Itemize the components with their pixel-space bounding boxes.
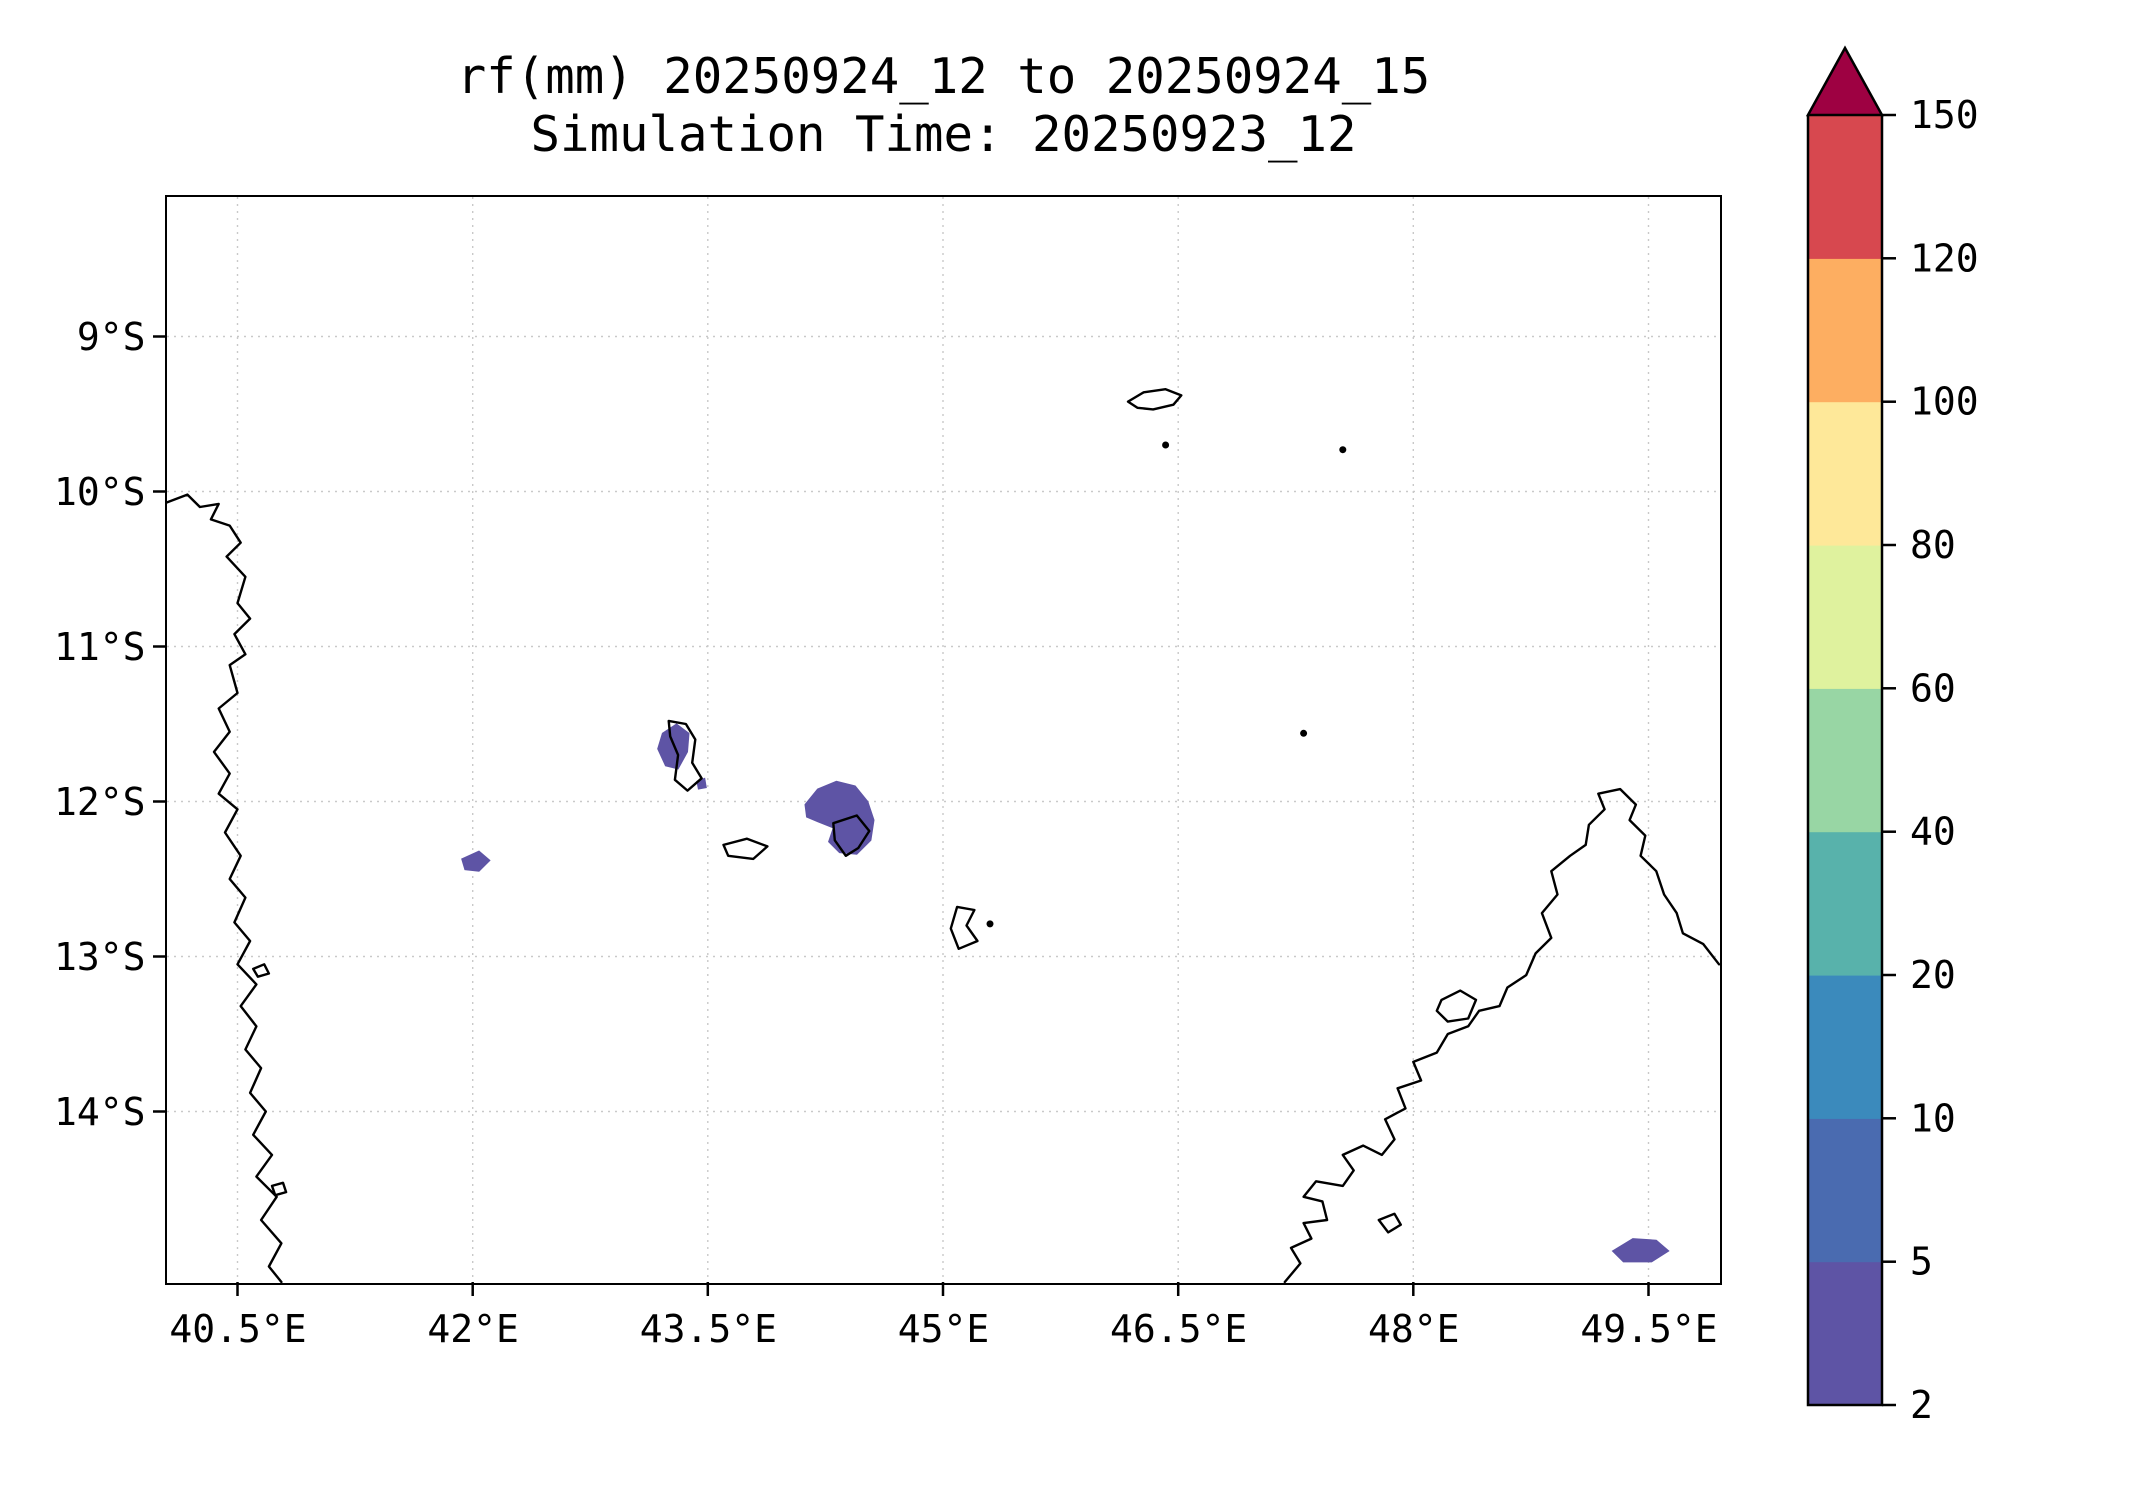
coastline-africa-coastal-islet-north [252, 963, 271, 978]
colorbar-segment [1808, 1118, 1882, 1263]
plot-subtitle: Simulation Time: 20250923_12 [530, 106, 1357, 163]
colorbar-tick-label: 150 [1910, 93, 1979, 137]
y-tick-label: 12°S [53, 780, 146, 824]
colorbar-segment [1808, 115, 1882, 259]
small-island-dot [1300, 729, 1308, 737]
x-tick-label: 43.5°E [639, 1306, 777, 1351]
colorbar-segment [1808, 975, 1882, 1119]
small-island-dot [1339, 446, 1347, 454]
colorbar-tick-label: 60 [1910, 666, 1956, 710]
coastline-madagascar-west-islet [1377, 1212, 1402, 1234]
rain-patch-anjouan [804, 780, 875, 855]
map-plot-area [153, 195, 1722, 1296]
colorbar-segment [1808, 545, 1882, 689]
colorbar-tick-label: 100 [1910, 380, 1979, 424]
plot-title: rf(mm) 20250924_12 to 20250924_15 [456, 48, 1431, 105]
rain-patch-madagascar-northeast-coast [1611, 1238, 1670, 1263]
coastline-grande-comore-island [667, 719, 703, 792]
colorbar-tick-label: 2 [1910, 1383, 1933, 1427]
small-island-dot [986, 920, 994, 928]
y-tick-label: 13°S [53, 935, 146, 979]
colorbar-tick-label: 120 [1910, 236, 1979, 280]
coastline-africa-coastal-islet-south [270, 1181, 288, 1197]
rain-patch-west-42E [461, 850, 491, 872]
x-tick-label: 45°E [897, 1306, 990, 1351]
colorbar-segment [1808, 401, 1882, 546]
small-island-dot [1162, 441, 1170, 449]
coastline-africa-mainland [165, 493, 283, 1284]
x-tick-label: 49.5°E [1580, 1306, 1718, 1351]
colorbar-segment [1808, 1261, 1882, 1406]
x-tick-label: 42°E [427, 1306, 519, 1351]
colorbar-tick-label: 20 [1910, 953, 1956, 997]
colorbar-segment [1808, 688, 1882, 833]
colorbar-outline [1806, 115, 1884, 1407]
colorbar-tick-label: 80 [1910, 523, 1956, 567]
coastline-nosy-be [1435, 989, 1478, 1023]
map-canvas [153, 197, 1721, 1296]
colorbar: 2 5 10 20 40 60 80 100 120 150 [1805, 45, 1979, 1427]
colorbar-segment [1808, 258, 1882, 403]
colorbar-tick-label: 5 [1910, 1240, 1933, 1284]
colorbar-tick-label: 10 [1910, 1096, 1956, 1140]
coastline-mayotte-island [949, 905, 979, 950]
coastline-aldabra-atoll [1126, 388, 1183, 411]
colorbar-over-arrow [1805, 45, 1885, 117]
y-tick-label: 10°S [53, 470, 146, 514]
x-tick-label: 48°E [1368, 1306, 1460, 1351]
coastline-madagascar [1283, 787, 1721, 1284]
coastline-moheli-island [722, 837, 769, 861]
x-tick-label: 40.5°E [169, 1306, 307, 1351]
x-tick-label: 46.5°E [1110, 1306, 1248, 1351]
colorbar-tick-label: 40 [1910, 810, 1956, 854]
y-tick-label: 14°S [53, 1090, 146, 1134]
y-tick-label: 9°S [76, 315, 146, 359]
colorbar-segment [1808, 831, 1882, 976]
y-tick-label: 11°S [53, 625, 146, 669]
coastline-anjouan-island [832, 814, 871, 857]
